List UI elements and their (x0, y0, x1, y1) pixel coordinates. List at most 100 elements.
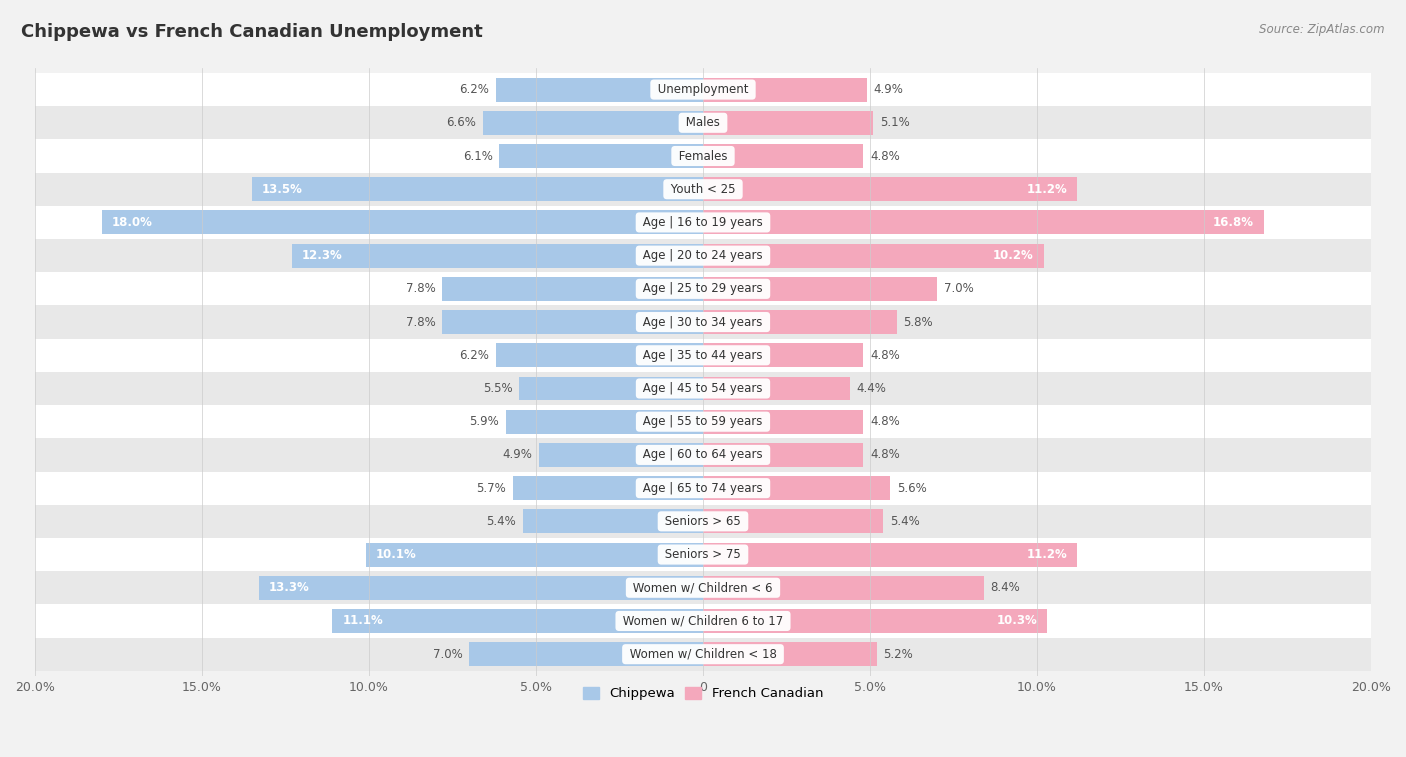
Text: 10.3%: 10.3% (997, 615, 1038, 628)
Bar (703, 277, 936, 301)
Bar (499, 144, 703, 168)
Text: Women w/ Children < 6: Women w/ Children < 6 (630, 581, 776, 594)
Bar (540, 443, 703, 467)
Text: 5.6%: 5.6% (897, 481, 927, 494)
Bar (703, 177, 1077, 201)
Bar (35, 372, 1371, 405)
Bar (332, 609, 703, 633)
Bar (366, 543, 703, 566)
Bar (703, 642, 877, 666)
Text: Seniors > 75: Seniors > 75 (661, 548, 745, 561)
Text: Women w/ Children < 18: Women w/ Children < 18 (626, 648, 780, 661)
Bar (35, 438, 1371, 472)
Text: 6.2%: 6.2% (460, 83, 489, 96)
Bar (703, 576, 984, 600)
Text: 13.5%: 13.5% (262, 182, 302, 196)
Text: 16.8%: 16.8% (1213, 216, 1254, 229)
Bar (703, 543, 1077, 566)
Text: Age | 45 to 54 years: Age | 45 to 54 years (640, 382, 766, 395)
Text: Age | 30 to 34 years: Age | 30 to 34 years (640, 316, 766, 329)
Text: 5.8%: 5.8% (904, 316, 934, 329)
Bar (506, 410, 703, 434)
Text: Age | 25 to 29 years: Age | 25 to 29 years (640, 282, 766, 295)
Legend: Chippewa, French Canadian: Chippewa, French Canadian (578, 681, 828, 706)
Bar (35, 472, 1371, 505)
Text: 7.0%: 7.0% (943, 282, 973, 295)
Text: Women w/ Children 6 to 17: Women w/ Children 6 to 17 (619, 615, 787, 628)
Bar (35, 173, 1371, 206)
Text: Unemployment: Unemployment (654, 83, 752, 96)
Bar (482, 111, 703, 135)
Text: 11.2%: 11.2% (1026, 182, 1067, 196)
Text: 4.9%: 4.9% (503, 448, 533, 462)
Text: 5.9%: 5.9% (470, 415, 499, 428)
Text: 5.5%: 5.5% (484, 382, 513, 395)
Text: 5.7%: 5.7% (477, 481, 506, 494)
Bar (703, 244, 1043, 267)
Text: 4.9%: 4.9% (873, 83, 903, 96)
Bar (35, 73, 1371, 106)
Bar (35, 139, 1371, 173)
Bar (35, 637, 1371, 671)
Bar (259, 576, 703, 600)
Text: 11.2%: 11.2% (1026, 548, 1067, 561)
Bar (703, 476, 890, 500)
Text: 4.8%: 4.8% (870, 415, 900, 428)
Bar (35, 604, 1371, 637)
Text: Chippewa vs French Canadian Unemployment: Chippewa vs French Canadian Unemployment (21, 23, 482, 41)
Bar (513, 476, 703, 500)
Text: Age | 35 to 44 years: Age | 35 to 44 years (640, 349, 766, 362)
Text: Youth < 25: Youth < 25 (666, 182, 740, 196)
Text: 5.1%: 5.1% (880, 117, 910, 129)
Text: 6.6%: 6.6% (446, 117, 475, 129)
Text: 4.8%: 4.8% (870, 448, 900, 462)
Text: 7.8%: 7.8% (406, 316, 436, 329)
Text: 4.8%: 4.8% (870, 149, 900, 163)
Text: 5.4%: 5.4% (890, 515, 920, 528)
Bar (703, 144, 863, 168)
Bar (35, 571, 1371, 604)
Text: 18.0%: 18.0% (111, 216, 153, 229)
Bar (703, 210, 1264, 235)
Bar (35, 338, 1371, 372)
Bar (443, 310, 703, 334)
Text: Age | 65 to 74 years: Age | 65 to 74 years (640, 481, 766, 494)
Bar (703, 78, 866, 101)
Text: 11.1%: 11.1% (342, 615, 382, 628)
Text: Source: ZipAtlas.com: Source: ZipAtlas.com (1260, 23, 1385, 36)
Bar (101, 210, 703, 235)
Text: Seniors > 65: Seniors > 65 (661, 515, 745, 528)
Bar (35, 405, 1371, 438)
Bar (292, 244, 703, 267)
Text: 12.3%: 12.3% (302, 249, 343, 262)
Bar (496, 344, 703, 367)
Bar (703, 310, 897, 334)
Text: 10.2%: 10.2% (993, 249, 1033, 262)
Text: 5.4%: 5.4% (486, 515, 516, 528)
Bar (703, 111, 873, 135)
Text: 5.2%: 5.2% (883, 648, 912, 661)
Text: Females: Females (675, 149, 731, 163)
Bar (523, 509, 703, 533)
Bar (35, 106, 1371, 139)
Bar (703, 609, 1047, 633)
Text: 13.3%: 13.3% (269, 581, 309, 594)
Bar (35, 206, 1371, 239)
Bar (703, 410, 863, 434)
Bar (35, 239, 1371, 273)
Bar (252, 177, 703, 201)
Text: Age | 60 to 64 years: Age | 60 to 64 years (640, 448, 766, 462)
Bar (443, 277, 703, 301)
Bar (35, 505, 1371, 538)
Text: 4.4%: 4.4% (856, 382, 887, 395)
Text: 6.2%: 6.2% (460, 349, 489, 362)
Bar (35, 538, 1371, 571)
Text: 10.1%: 10.1% (375, 548, 416, 561)
Text: 7.0%: 7.0% (433, 648, 463, 661)
Text: Age | 55 to 59 years: Age | 55 to 59 years (640, 415, 766, 428)
Text: Males: Males (682, 117, 724, 129)
Text: 4.8%: 4.8% (870, 349, 900, 362)
Text: Age | 20 to 24 years: Age | 20 to 24 years (640, 249, 766, 262)
Bar (35, 273, 1371, 306)
Text: Age | 16 to 19 years: Age | 16 to 19 years (640, 216, 766, 229)
